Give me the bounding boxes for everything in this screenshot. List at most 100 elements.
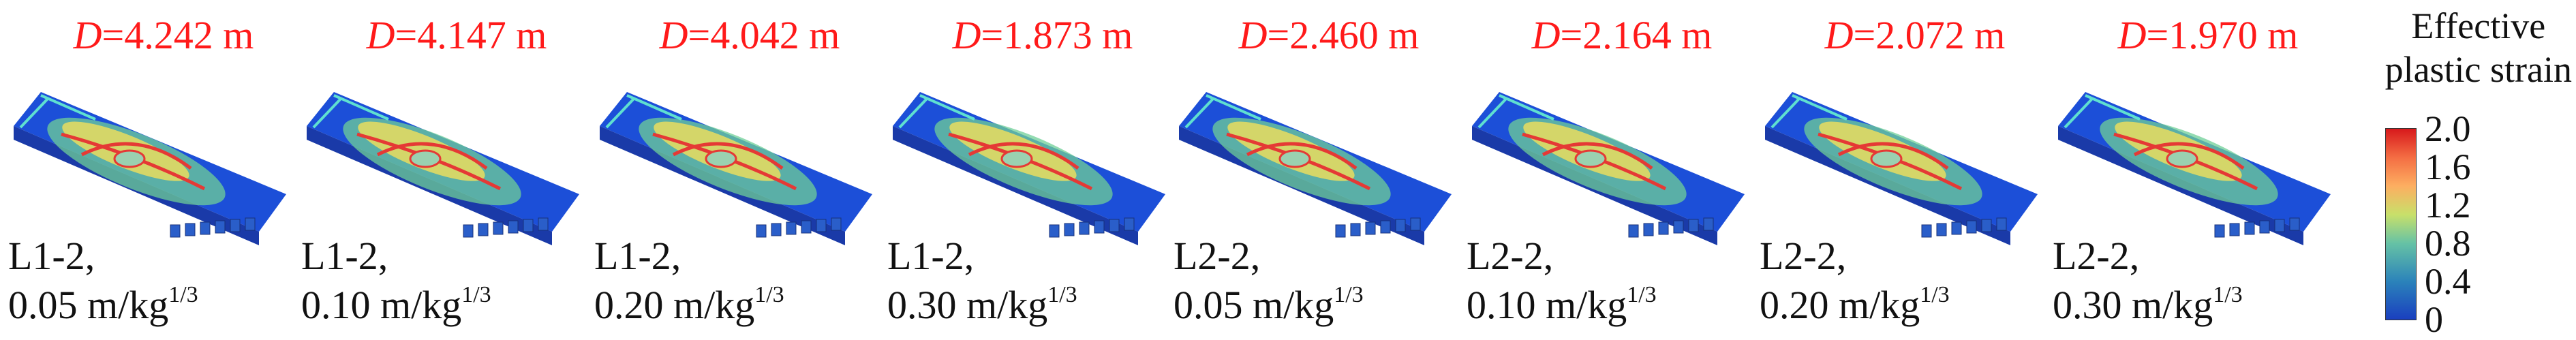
scaled-distance: 0.05 m/kg1/3 bbox=[1174, 281, 1364, 330]
distance-symbol: D bbox=[1238, 13, 1268, 57]
girder-end bbox=[523, 219, 534, 232]
slab-strain-contour bbox=[893, 92, 1165, 245]
case-id: L2-2, bbox=[2053, 234, 2140, 278]
distance-symbol: D bbox=[659, 13, 688, 57]
slab-strain-contour bbox=[1179, 92, 1452, 245]
blast-crater bbox=[113, 149, 146, 168]
girder-end bbox=[1049, 224, 1060, 238]
scaled-distance: 0.20 m/kg1/3 bbox=[594, 281, 784, 330]
scaled-distance-exponent: 1/3 bbox=[461, 282, 491, 307]
strain-edge-cyan bbox=[19, 94, 96, 129]
girder-end bbox=[245, 217, 256, 231]
distance-label: D=2.164 m bbox=[1479, 12, 1765, 58]
scaled-distance-value: 0.20 m/kg bbox=[594, 283, 755, 327]
colorbar bbox=[2385, 128, 2417, 320]
case-id: L1-2, bbox=[8, 234, 95, 278]
girder-end bbox=[2214, 224, 2225, 238]
distance-value: =4.147 m bbox=[395, 13, 547, 57]
distance-label: D=4.147 m bbox=[313, 12, 600, 58]
scaled-distance: 0.10 m/kg1/3 bbox=[1467, 281, 1657, 330]
strain-edge-cyan bbox=[605, 94, 682, 129]
distance-label: D=1.970 m bbox=[2065, 12, 2351, 58]
distance-label: D=1.873 m bbox=[900, 12, 1186, 58]
girder-end bbox=[1064, 223, 1075, 236]
panel-3: D=4.042 m L1-2, 0.20 m/kg1/3 bbox=[586, 0, 872, 339]
girder-end bbox=[2289, 217, 2300, 231]
distance-symbol: D bbox=[73, 13, 102, 57]
scaled-distance-exponent: 1/3 bbox=[1627, 282, 1657, 307]
girder-end bbox=[1628, 224, 1639, 238]
case-label: L2-2, 0.05 m/kg1/3 bbox=[1174, 232, 1364, 330]
girder-end bbox=[1673, 220, 1684, 234]
scaled-distance: 0.10 m/kg1/3 bbox=[301, 281, 491, 330]
girder-end bbox=[1658, 221, 1669, 235]
girder-end bbox=[831, 217, 842, 231]
girder-end bbox=[1079, 221, 1090, 235]
girder-end bbox=[1410, 217, 1421, 231]
scaled-distance: 0.05 m/kg1/3 bbox=[8, 281, 198, 330]
distance-label: D=4.042 m bbox=[607, 12, 893, 58]
girder-end bbox=[816, 219, 827, 232]
girder-end bbox=[786, 221, 797, 235]
slab-strain-contour bbox=[14, 92, 286, 245]
blast-crater bbox=[705, 149, 737, 168]
slab-strain-contour bbox=[2058, 92, 2331, 245]
distance-value: =4.242 m bbox=[102, 13, 254, 57]
panel-8: D=1.970 m L2-2, 0.30 m/kg1/3 bbox=[2044, 0, 2331, 339]
panel-6: D=2.164 m L2-2, 0.10 m/kg1/3 bbox=[1458, 0, 1745, 339]
case-label: L1-2, 0.05 m/kg1/3 bbox=[8, 232, 198, 330]
colorbar-tick-label: 1.2 bbox=[2425, 185, 2471, 226]
blast-crater bbox=[1870, 149, 1903, 168]
scaled-distance-exponent: 1/3 bbox=[2213, 282, 2243, 307]
panel-2: D=4.147 m L1-2, 0.10 m/kg1/3 bbox=[293, 0, 579, 339]
case-id: L1-2, bbox=[301, 234, 388, 278]
scaled-distance-exponent: 1/3 bbox=[1920, 282, 1950, 307]
scaled-distance-exponent: 1/3 bbox=[754, 282, 784, 307]
case-id: L2-2, bbox=[1467, 234, 1554, 278]
strain-edge-cyan bbox=[312, 94, 389, 129]
blast-crater bbox=[409, 149, 442, 168]
distance-label: D=4.242 m bbox=[20, 12, 307, 58]
strain-edge-cyan bbox=[1770, 94, 1847, 129]
colorbar-tick-label: 2.0 bbox=[2425, 108, 2471, 149]
strain-edge-cyan bbox=[1477, 94, 1554, 129]
girder-end bbox=[1380, 220, 1391, 234]
case-label: L2-2, 0.20 m/kg1/3 bbox=[1760, 232, 1950, 330]
colorbar-legend: Effective plastic strain 2.0 1.6 1.2 0.8 0.4… bbox=[2331, 0, 2576, 339]
distance-symbol: D bbox=[2117, 13, 2147, 57]
distance-value: =4.042 m bbox=[688, 13, 840, 57]
case-id: L1-2, bbox=[594, 234, 681, 278]
slab-strain-contour bbox=[1472, 92, 1745, 245]
strain-edge-cyan bbox=[1184, 94, 1261, 129]
legend-title: Effective plastic strain bbox=[2385, 4, 2572, 91]
girder-end bbox=[1936, 223, 1947, 236]
case-label: L1-2, 0.20 m/kg1/3 bbox=[594, 232, 784, 330]
case-id: L1-2, bbox=[887, 234, 975, 278]
colorbar-tick-label: 0 bbox=[2425, 299, 2443, 340]
distance-value: =2.460 m bbox=[1267, 13, 1420, 57]
blast-crater bbox=[1000, 149, 1033, 168]
girder-end bbox=[1335, 224, 1346, 238]
girder-end bbox=[200, 221, 211, 235]
blast-crater bbox=[1278, 149, 1311, 168]
colorbar-tick-label: 1.6 bbox=[2425, 146, 2471, 187]
scaled-distance-exponent: 1/3 bbox=[1047, 282, 1077, 307]
case-id: L2-2, bbox=[1760, 234, 1847, 278]
girder-end bbox=[1921, 224, 1932, 238]
blast-crater bbox=[1574, 149, 1607, 168]
distance-value: =2.072 m bbox=[1853, 13, 2006, 57]
scaled-distance-value: 0.30 m/kg bbox=[2053, 283, 2213, 327]
scaled-distance-value: 0.30 m/kg bbox=[887, 283, 1048, 327]
case-label: L2-2, 0.30 m/kg1/3 bbox=[2053, 232, 2243, 330]
case-id: L2-2, bbox=[1174, 234, 1261, 278]
girder-end bbox=[230, 219, 241, 232]
girder-end bbox=[185, 223, 196, 236]
distance-symbol: D bbox=[366, 13, 395, 57]
legend-title-line1: Effective bbox=[2411, 5, 2546, 46]
scaled-distance-value: 0.10 m/kg bbox=[1467, 283, 1627, 327]
case-label: L1-2, 0.30 m/kg1/3 bbox=[887, 232, 1077, 330]
distance-value: =1.970 m bbox=[2146, 13, 2299, 57]
colorbar-tick-label: 0.4 bbox=[2425, 261, 2471, 302]
panel-4: D=1.873 m L1-2, 0.30 m/kg1/3 bbox=[879, 0, 1165, 339]
panel-5: D=2.460 m L2-2, 0.05 m/kg1/3 bbox=[1165, 0, 1452, 339]
